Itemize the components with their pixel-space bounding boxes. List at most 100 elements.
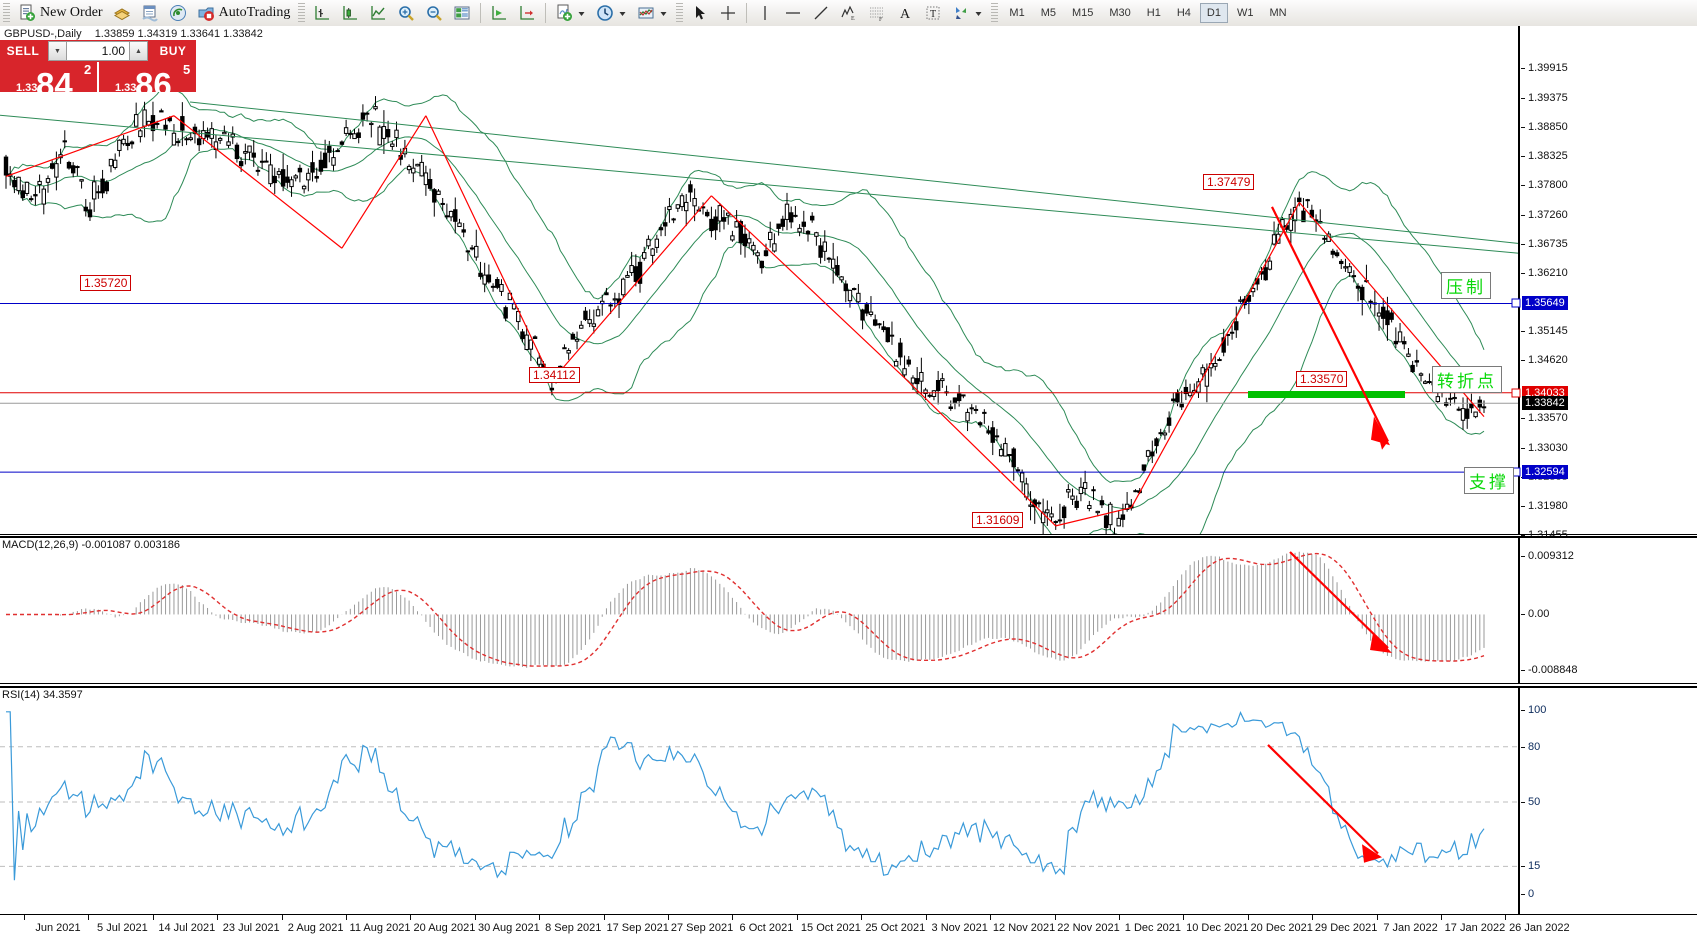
svg-text:F: F <box>879 17 883 22</box>
text-label-button[interactable]: T <box>919 1 947 25</box>
timeframe-m5[interactable]: M5 <box>1040 7 1056 19</box>
crosshair-icon <box>719 4 737 22</box>
price-chip-red[interactable]: 1.34033 <box>1522 385 1568 400</box>
elliott-wave-icon: E <box>840 4 858 22</box>
toolbar-grip-3[interactable] <box>676 3 684 23</box>
vertical-line-button[interactable] <box>751 1 779 25</box>
cursor-button[interactable] <box>686 1 714 25</box>
line-chart-button[interactable] <box>364 1 392 25</box>
candlestick-chart-button[interactable] <box>336 1 364 25</box>
elliott-wave-button[interactable]: E <box>835 1 863 25</box>
horizontal-line-button[interactable] <box>779 1 807 25</box>
objects-button[interactable] <box>947 1 988 25</box>
timeframe-m1[interactable]: M1 <box>1009 7 1025 19</box>
templates-list-button[interactable] <box>632 1 673 25</box>
timeframe-h4[interactable]: H4 <box>1176 7 1191 19</box>
date-tick <box>217 915 219 920</box>
timeframe-m15[interactable]: M15 <box>1071 7 1094 19</box>
main-plot-area[interactable] <box>0 26 1520 534</box>
level-handle[interactable] <box>1511 388 1521 398</box>
data-window-button[interactable] <box>136 1 164 25</box>
macd-pane[interactable]: 0.009312 0.00 -0.008848 <box>0 536 1697 684</box>
volume-input[interactable]: 1.00 <box>67 41 129 61</box>
svg-text:E: E <box>851 16 855 22</box>
resistance-label[interactable]: 压制 <box>1441 272 1491 299</box>
date-label: 10 Dec 2021 <box>1186 922 1249 934</box>
price-label-135720[interactable]: 1.35720 <box>80 275 132 291</box>
main-chart-pane[interactable]: 1.39915 1.39375 1.38850 1.38325 1.37800 1.372… <box>0 26 1697 541</box>
volume-control[interactable]: ▼ 1.00 ▲ <box>46 40 150 62</box>
price-chip-black[interactable]: 1.33842 <box>1522 396 1568 411</box>
timeframe-mn[interactable]: MN <box>1269 7 1287 19</box>
chevron-down-icon[interactable] <box>577 4 586 22</box>
new-order-button[interactable]: New Order <box>13 1 108 25</box>
indicators-button[interactable] <box>550 1 591 25</box>
cursor-icon <box>691 4 709 22</box>
date-tick <box>668 915 670 920</box>
date-label: 1 Dec 2021 <box>1124 922 1182 934</box>
crosshair-button[interactable] <box>714 1 742 25</box>
rsi-axis[interactable]: 100 80 50 15 0 <box>1518 688 1697 914</box>
fibonacci-button[interactable]: F <box>863 1 891 25</box>
layers-button[interactable] <box>108 1 136 25</box>
date-tick <box>346 915 348 920</box>
one-click-trading-panel[interactable]: SELL ▼ 1.00 ▲ BUY 1.33 84 2 1.33 86 5 <box>0 40 196 92</box>
chart-shift-button[interactable] <box>513 1 541 25</box>
timeframe-m30[interactable]: M30 <box>1109 7 1131 19</box>
bar-chart-button[interactable] <box>308 1 336 25</box>
volume-increase-button[interactable]: ▲ <box>129 41 148 61</box>
price-label-137479[interactable]: 1.37479 <box>1203 174 1255 190</box>
macd-plot-area[interactable] <box>0 538 1520 683</box>
buy-price-sup: 5 <box>183 62 191 77</box>
date-label: 15 Oct 2021 <box>800 922 861 934</box>
toolbar-grip[interactable] <box>3 3 10 23</box>
volume-decrease-button[interactable]: ▼ <box>48 41 67 61</box>
zoom-out-icon <box>425 4 443 22</box>
scroll-end-button[interactable] <box>485 1 513 25</box>
zoom-out-button[interactable] <box>420 1 448 25</box>
signals-button[interactable] <box>164 1 192 25</box>
sell-price-display[interactable]: 1.33 84 2 <box>0 62 97 92</box>
date-axis[interactable]: Jun 2021 5 Jul 2021 14 Jul 2021 23 Jul 2021… <box>0 914 1697 942</box>
date-tick <box>1440 915 1442 920</box>
macd-tick: 0.00 <box>1520 608 1550 621</box>
level-handle[interactable] <box>1511 298 1521 308</box>
timeframe-d1[interactable]: D1 <box>1199 3 1228 23</box>
date-label: 17 Sep 2021 <box>606 922 669 934</box>
date-label: 29 Dec 2021 <box>1314 922 1378 934</box>
text-icon: A <box>896 4 914 22</box>
buy-price-display[interactable]: 1.33 86 5 <box>97 62 196 92</box>
price-label-131609[interactable]: 1.31609 <box>972 512 1024 528</box>
price-axis[interactable]: 1.39915 1.39375 1.38850 1.38325 1.37800 1.372… <box>1511 26 1697 541</box>
rsi-pane[interactable]: 100 80 50 15 0 <box>0 686 1697 914</box>
scroll-shift-icon <box>490 4 508 22</box>
price-chip-blue[interactable]: 1.32594 <box>1522 465 1568 480</box>
price-label-134112[interactable]: 1.34112 <box>529 367 580 383</box>
turning-point-label[interactable]: 转折点 <box>1432 366 1502 393</box>
date-tick <box>1312 915 1314 920</box>
toolbar-grip-4[interactable] <box>991 3 999 23</box>
period-button[interactable] <box>591 1 632 25</box>
price-label-133570[interactable]: 1.33570 <box>1296 371 1348 387</box>
macd-axis[interactable]: 0.009312 0.00 -0.008848 <box>1518 538 1697 683</box>
templates-button[interactable] <box>448 1 476 25</box>
text-button[interactable]: A <box>891 1 919 25</box>
toolbar-grip-2[interactable] <box>298 3 306 23</box>
chevron-down-icon-3[interactable] <box>659 4 668 22</box>
timeframe-h1[interactable]: H1 <box>1146 7 1161 19</box>
price-tick: 1.35145 <box>1521 325 1568 338</box>
trendline-button[interactable] <box>807 1 835 25</box>
support-label[interactable]: 支撑 <box>1464 467 1514 494</box>
chevron-down-icon-4[interactable] <box>974 4 983 22</box>
trade-panel-top-row: SELL ▼ 1.00 ▲ BUY <box>0 40 196 62</box>
zoom-in-button[interactable] <box>392 1 420 25</box>
price-chip-blue[interactable]: 1.35649 <box>1522 296 1568 311</box>
rsi-plot-area[interactable] <box>0 688 1520 914</box>
rsi-tick: 0 <box>1520 888 1535 900</box>
autotrading-button[interactable]: AutoTrading <box>192 1 296 25</box>
timeframe-w1[interactable]: W1 <box>1236 7 1254 19</box>
chevron-down-icon-2[interactable] <box>618 4 627 22</box>
sell-button[interactable]: SELL <box>0 40 46 62</box>
buy-button[interactable]: BUY <box>150 40 196 62</box>
